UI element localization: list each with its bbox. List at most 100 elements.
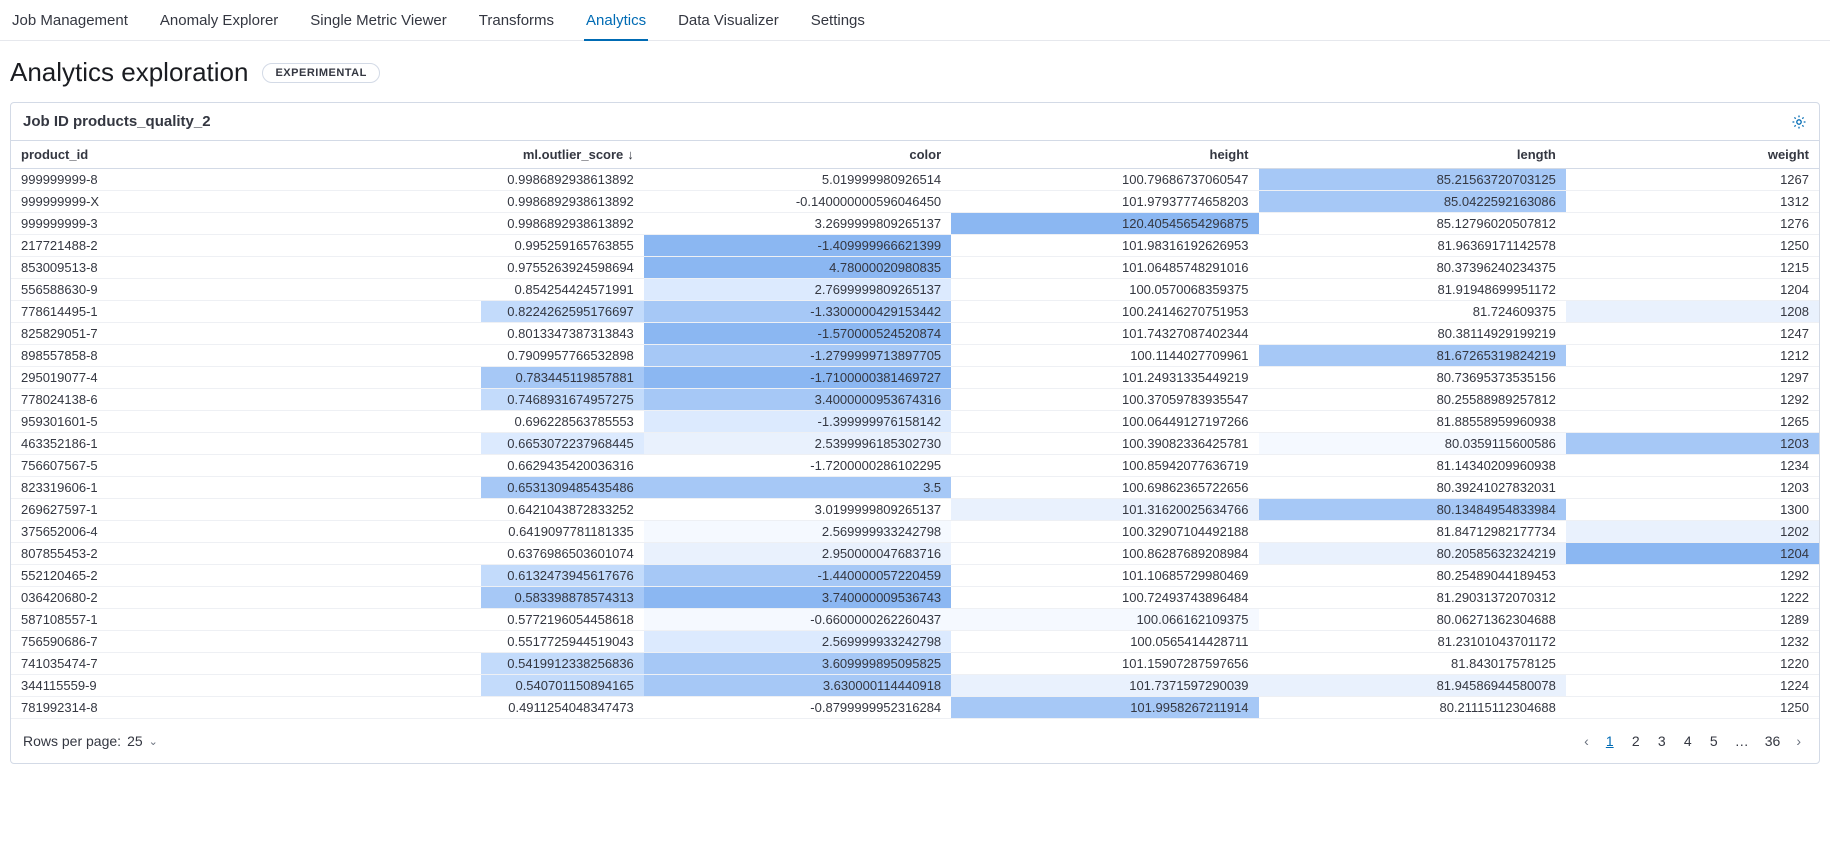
col-length[interactable]: length xyxy=(1259,141,1566,169)
cell-product_id: 825829051-7 xyxy=(11,323,481,345)
table-row[interactable]: 778614495-10.8224262595176697-1.33000004… xyxy=(11,301,1819,323)
table-row[interactable]: 552120465-20.6132473945617676-1.44000005… xyxy=(11,565,1819,587)
table-row[interactable]: 463352186-10.66530722379684452.539999618… xyxy=(11,433,1819,455)
table-row[interactable]: 756590686-70.55177259445190432.569999933… xyxy=(11,631,1819,653)
cell-length: 80.39241027832031 xyxy=(1259,477,1566,499)
cell-length: 81.96369171142578 xyxy=(1259,235,1566,257)
cell-length: 81.29031372070312 xyxy=(1259,587,1566,609)
table-row[interactable]: 823319606-10.65313094854354863.5100.6986… xyxy=(11,477,1819,499)
page-2[interactable]: 2 xyxy=(1625,729,1647,753)
cell-weight: 1289 xyxy=(1566,609,1819,631)
cell-height: 100.0565414428711 xyxy=(951,631,1258,653)
tab-anomaly-explorer[interactable]: Anomaly Explorer xyxy=(158,6,280,40)
tab-job-management[interactable]: Job Management xyxy=(10,6,130,40)
page-1[interactable]: 1 xyxy=(1599,729,1621,753)
cell-product_id: 556588630-9 xyxy=(11,279,481,301)
table-footer: Rows per page: 25 ⌄ ‹12345…36› xyxy=(11,719,1819,763)
cell-color: -0.140000000596046450 xyxy=(644,191,951,213)
cell-length: 81.23101043701172 xyxy=(1259,631,1566,653)
col-product_id[interactable]: product_id xyxy=(11,141,481,169)
cell-length: 80.25588989257812 xyxy=(1259,389,1566,411)
tab-data-visualizer[interactable]: Data Visualizer xyxy=(676,6,781,40)
table-row[interactable]: 959301601-50.696228563785553-1.399999976… xyxy=(11,411,1819,433)
cell-length: 80.20585632324219 xyxy=(1259,543,1566,565)
table-row[interactable]: 999999999-30.99868929386138923.269999980… xyxy=(11,213,1819,235)
cell-weight: 1212 xyxy=(1566,345,1819,367)
col-weight[interactable]: weight xyxy=(1566,141,1819,169)
cell-length: 85.0422592163086 xyxy=(1259,191,1566,213)
cell-color: 3.630000114440918 xyxy=(644,675,951,697)
table-row[interactable]: 999999999-80.99868929386138925.019999980… xyxy=(11,169,1819,191)
cell-weight: 1224 xyxy=(1566,675,1819,697)
table-row[interactable]: 778024138-60.74689316749572753.400000095… xyxy=(11,389,1819,411)
col-color[interactable]: color xyxy=(644,141,951,169)
cell-weight: 1267 xyxy=(1566,169,1819,191)
page-next[interactable]: › xyxy=(1790,729,1807,753)
page-ellipsis: … xyxy=(1729,729,1755,753)
page-prev[interactable]: ‹ xyxy=(1578,729,1595,753)
cell-weight: 1203 xyxy=(1566,477,1819,499)
table-row[interactable]: 999999999-X0.9986892938613892-0.14000000… xyxy=(11,191,1819,213)
table-row[interactable]: 269627597-10.64210438728332523.019999980… xyxy=(11,499,1819,521)
cell-height: 100.86287689208984 xyxy=(951,543,1258,565)
tab-analytics[interactable]: Analytics xyxy=(584,6,648,41)
sort-desc-icon: ↓ xyxy=(627,147,634,162)
cell-height: 100.39082336425781 xyxy=(951,433,1258,455)
cell-length: 81.88558959960938 xyxy=(1259,411,1566,433)
chevron-down-icon: ⌄ xyxy=(149,735,158,748)
table-row[interactable]: 556588630-90.8542544245719912.7699999809… xyxy=(11,279,1819,301)
cell-color: 2.950000047683716 xyxy=(644,543,951,565)
cell-color: 3.740000009536743 xyxy=(644,587,951,609)
table-row[interactable]: 825829051-70.8013347387313843-1.57000052… xyxy=(11,323,1819,345)
page-4[interactable]: 4 xyxy=(1677,729,1699,753)
cell-score: 0.854254424571991 xyxy=(481,279,644,301)
table-row[interactable]: 853009513-80.97552639245986944.780000209… xyxy=(11,257,1819,279)
cell-product_id: 375652006-4 xyxy=(11,521,481,543)
cell-color: 3.609999895095825 xyxy=(644,653,951,675)
cell-length: 81.14340209960938 xyxy=(1259,455,1566,477)
pagination: ‹12345…36› xyxy=(1578,729,1807,753)
rows-per-page-selector[interactable]: Rows per page: 25 ⌄ xyxy=(23,733,158,749)
tab-settings[interactable]: Settings xyxy=(809,6,867,40)
panel-title: Job ID products_quality_2 xyxy=(23,113,211,130)
cell-score: 0.4911254048347473 xyxy=(481,697,644,719)
table-row[interactable]: 295019077-40.783445119857881-1.710000038… xyxy=(11,367,1819,389)
tab-single-metric-viewer[interactable]: Single Metric Viewer xyxy=(308,6,448,40)
panel-header: Job ID products_quality_2 xyxy=(11,103,1819,141)
tab-transforms[interactable]: Transforms xyxy=(477,6,556,40)
cell-color: -1.2799999713897705 xyxy=(644,345,951,367)
cell-weight: 1234 xyxy=(1566,455,1819,477)
table-row[interactable]: 375652006-40.64190977811813352.569999933… xyxy=(11,521,1819,543)
col-height[interactable]: height xyxy=(951,141,1258,169)
cell-weight: 1276 xyxy=(1566,213,1819,235)
cell-color: 4.78000020980835 xyxy=(644,257,951,279)
cell-score: 0.5517725944519043 xyxy=(481,631,644,653)
page-3[interactable]: 3 xyxy=(1651,729,1673,753)
table-row[interactable]: 344115559-90.5407011508941653.6300001144… xyxy=(11,675,1819,697)
cell-color: -1.7200000286102295 xyxy=(644,455,951,477)
cell-length: 81.91948699951172 xyxy=(1259,279,1566,301)
cell-score: 0.9755263924598694 xyxy=(481,257,644,279)
page-36[interactable]: 36 xyxy=(1759,729,1787,753)
cell-product_id: 741035474-7 xyxy=(11,653,481,675)
table-row[interactable]: 587108557-10.5772196054458618-0.66000002… xyxy=(11,609,1819,631)
cell-height: 101.98316192626953 xyxy=(951,235,1258,257)
cell-height: 101.97937774658203 xyxy=(951,191,1258,213)
cell-product_id: 552120465-2 xyxy=(11,565,481,587)
col-score[interactable]: ml.outlier_score↓ xyxy=(481,141,644,169)
cell-height: 101.31620025634766 xyxy=(951,499,1258,521)
table-row[interactable]: 807855453-20.63769865036010742.950000047… xyxy=(11,543,1819,565)
table-row[interactable]: 217721488-20.995259165763855-1.409999966… xyxy=(11,235,1819,257)
table-row[interactable]: 741035474-70.54199123382568363.609999895… xyxy=(11,653,1819,675)
table-row[interactable]: 898557858-80.7909957766532898-1.27999997… xyxy=(11,345,1819,367)
table-row[interactable]: 756607567-50.6629435420036316-1.72000002… xyxy=(11,455,1819,477)
cell-length: 81.94586944580078 xyxy=(1259,675,1566,697)
page-5[interactable]: 5 xyxy=(1703,729,1725,753)
cell-product_id: 999999999-X xyxy=(11,191,481,213)
cell-height: 101.74327087402344 xyxy=(951,323,1258,345)
cell-weight: 1250 xyxy=(1566,235,1819,257)
gear-icon[interactable] xyxy=(1791,114,1807,130)
table-row[interactable]: 036420680-20.5833988785743133.7400000095… xyxy=(11,587,1819,609)
page-header: Analytics exploration EXPERIMENTAL xyxy=(0,41,1830,102)
table-row[interactable]: 781992314-80.4911254048347473-0.87999999… xyxy=(11,697,1819,719)
